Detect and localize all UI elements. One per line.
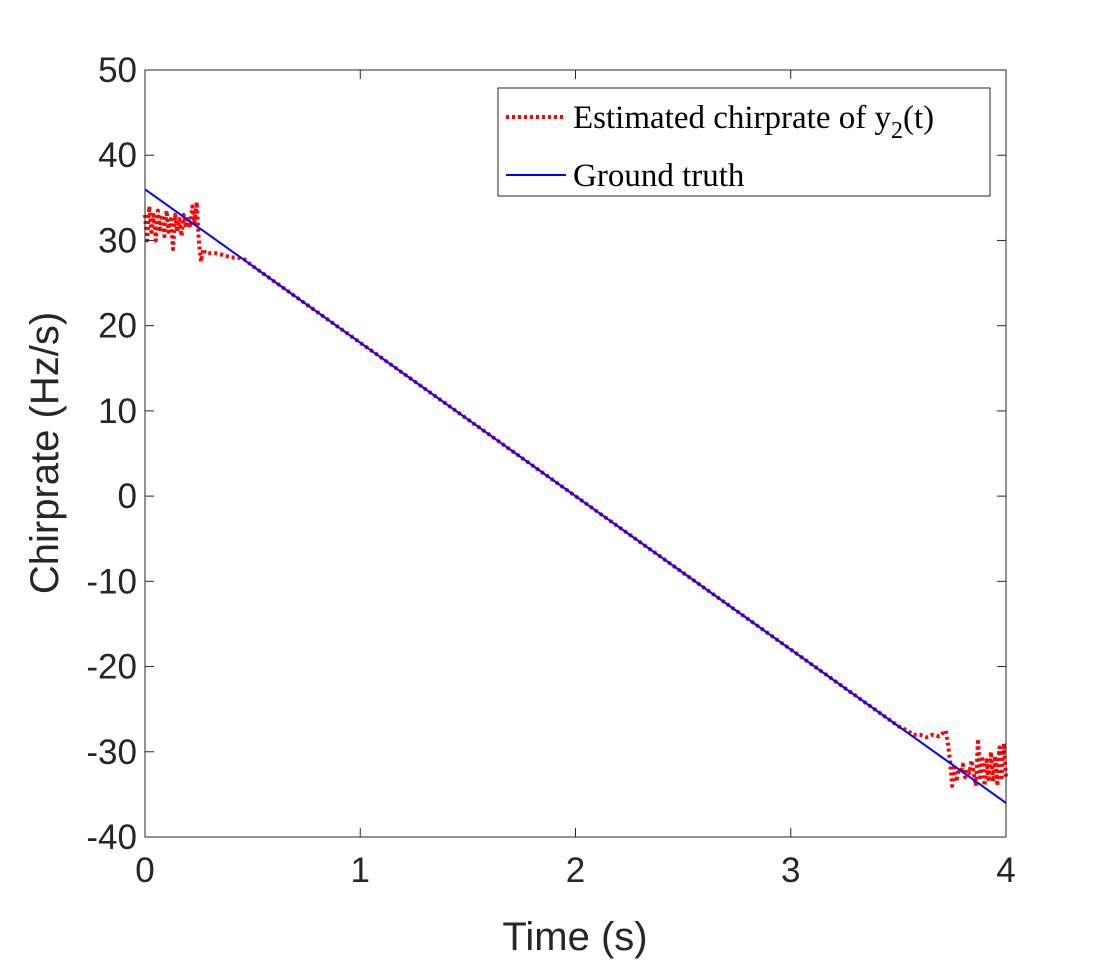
y-tick-label-9: -40 [86, 818, 137, 857]
y-axis-label: Chirprate (Hz/s) [23, 312, 67, 594]
y-tick-label-1: 40 [98, 136, 137, 175]
x-tick-label-1: 1 [351, 851, 370, 890]
legend-box [497, 87, 991, 197]
y-tick-label-8: -30 [86, 733, 137, 772]
x-axis-label: Time (s) [502, 915, 647, 959]
x-tick-label-3: 3 [781, 851, 800, 890]
legend-label-estimated-suffix: (t) [903, 100, 934, 136]
tick-labels-layer: 0 1 2 3 4 50 40 30 20 10 0 -10 -20 -30 -40 [86, 51, 1015, 890]
legend-label-ground-truth: Ground truth [573, 158, 745, 194]
y-tick-label-0: 50 [98, 51, 137, 90]
series-line-1 [144, 188, 1007, 804]
y-tick-label-4: 10 [98, 392, 137, 431]
series-layer [143, 188, 1008, 804]
y-tick-label-6: -10 [86, 562, 137, 601]
legend-label-estimated-main: Estimated chirprate of y [573, 100, 891, 136]
x-tick-label-4: 4 [996, 851, 1015, 890]
legend-label-estimated-subscript: 2 [891, 118, 903, 144]
ticks-layer [144, 69, 1007, 838]
x-tick-label-0: 0 [135, 851, 154, 890]
y-tick-label-7: -20 [86, 648, 137, 687]
plot-area [145, 70, 1006, 837]
y-tick-label-5: 0 [118, 477, 137, 516]
legend-label-estimated: Estimated chirprate of y2(t) [573, 100, 934, 144]
x-tick-label-2: 2 [566, 851, 585, 890]
y-tick-label-2: 30 [98, 221, 137, 260]
y-tick-label-3: 20 [98, 307, 137, 346]
legend: Estimated chirprate of y2(t) Ground trut… [497, 87, 991, 197]
